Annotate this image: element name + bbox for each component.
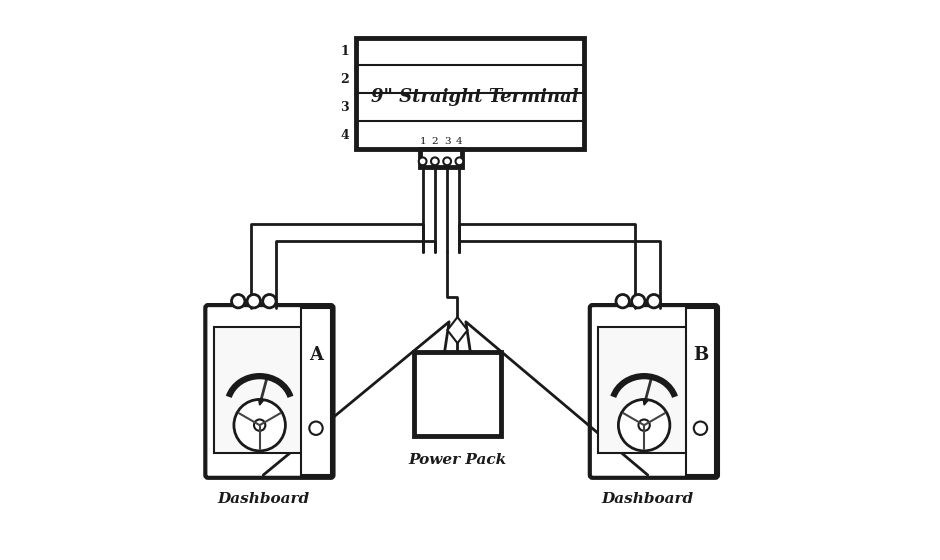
Text: Dashboard: Dashboard (602, 492, 694, 506)
Text: 1: 1 (340, 45, 349, 58)
Circle shape (694, 422, 707, 435)
Text: Dashboard: Dashboard (217, 492, 309, 506)
Bar (302, 308, 331, 475)
Circle shape (638, 419, 650, 431)
Text: A: A (309, 346, 323, 363)
Polygon shape (447, 317, 467, 343)
Circle shape (418, 157, 427, 165)
Circle shape (444, 157, 451, 165)
Text: 3: 3 (444, 137, 450, 146)
FancyBboxPatch shape (589, 305, 718, 478)
Circle shape (262, 295, 276, 308)
Text: 2: 2 (431, 137, 438, 146)
Circle shape (632, 295, 645, 308)
FancyBboxPatch shape (420, 149, 462, 167)
Polygon shape (258, 400, 263, 405)
Circle shape (619, 399, 670, 451)
Text: B: B (693, 346, 708, 363)
Circle shape (456, 157, 463, 165)
FancyBboxPatch shape (355, 38, 585, 149)
Text: 4: 4 (456, 137, 462, 146)
Circle shape (231, 295, 245, 308)
FancyBboxPatch shape (205, 305, 334, 478)
Bar (213, 328, 306, 452)
Text: 4: 4 (340, 129, 349, 142)
Text: Power Pack: Power Pack (408, 452, 507, 466)
Text: 2: 2 (340, 73, 349, 86)
Circle shape (247, 295, 260, 308)
Bar (598, 328, 690, 452)
Circle shape (648, 295, 661, 308)
Text: 3: 3 (340, 101, 349, 114)
Circle shape (309, 422, 322, 435)
Circle shape (254, 419, 265, 431)
Bar (686, 308, 715, 475)
Text: 1: 1 (419, 137, 426, 146)
Polygon shape (643, 400, 648, 405)
Circle shape (234, 399, 286, 451)
Circle shape (431, 157, 439, 165)
Text: 9" Straight Terminal: 9" Straight Terminal (370, 88, 578, 106)
FancyBboxPatch shape (415, 352, 501, 436)
Circle shape (616, 295, 630, 308)
